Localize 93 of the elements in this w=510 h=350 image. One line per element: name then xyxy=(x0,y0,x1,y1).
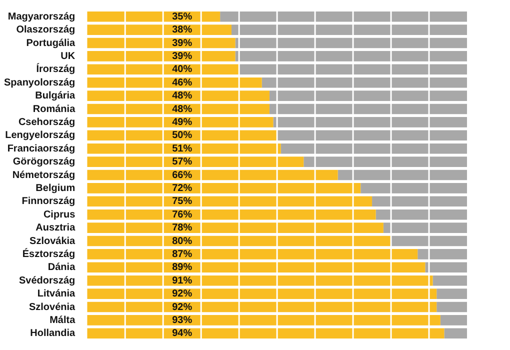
bar xyxy=(440,315,467,326)
data-label: 76% xyxy=(172,209,192,220)
y-tick-label: Lengyelország xyxy=(5,130,76,142)
bar xyxy=(338,170,467,180)
bar xyxy=(87,170,338,180)
bar xyxy=(239,64,467,75)
data-label: 57% xyxy=(172,156,192,168)
data-label: 35% xyxy=(172,11,192,22)
bar xyxy=(87,117,274,128)
bar xyxy=(87,236,392,246)
data-label: 78% xyxy=(172,222,192,234)
data-label: 72% xyxy=(172,182,192,194)
y-tick-label: Görögország xyxy=(12,156,76,168)
bar xyxy=(87,288,437,299)
bar xyxy=(436,302,467,312)
y-tick-label: Ausztria xyxy=(36,222,76,234)
bar xyxy=(87,209,376,220)
bar xyxy=(376,209,467,220)
data-label: 75% xyxy=(172,196,192,208)
bar xyxy=(391,236,467,246)
bar xyxy=(87,328,444,339)
y-tick-label: Írország xyxy=(36,63,76,76)
y-tick-label: Franciaország xyxy=(7,143,76,154)
bar xyxy=(280,143,467,154)
data-label: 89% xyxy=(172,262,192,274)
data-label: 87% xyxy=(172,248,192,260)
bar xyxy=(425,262,467,273)
bar xyxy=(269,90,467,101)
data-label: 39% xyxy=(172,50,192,62)
y-tick-label: Észtország xyxy=(22,248,76,260)
bar xyxy=(436,288,467,299)
data-label: 48% xyxy=(172,104,192,115)
data-label: 80% xyxy=(172,236,192,247)
data-label: 66% xyxy=(172,170,192,181)
bar xyxy=(87,90,270,101)
bar xyxy=(444,328,467,339)
bar xyxy=(87,302,437,312)
bar xyxy=(418,249,467,260)
data-label: 38% xyxy=(172,24,192,36)
y-tick-label: Németország xyxy=(12,170,76,181)
y-tick-label: Dánia xyxy=(48,262,76,274)
y-tick-label: Szlovákia xyxy=(30,236,76,247)
bar xyxy=(87,262,426,273)
bar xyxy=(304,156,467,167)
y-tick-label: Olaszország xyxy=(16,24,76,36)
bar xyxy=(273,117,467,128)
bar xyxy=(235,38,467,48)
y-tick-label: Csehország xyxy=(18,116,76,128)
bar xyxy=(87,24,232,35)
data-label: 91% xyxy=(172,275,192,286)
bar xyxy=(277,130,467,141)
bar xyxy=(87,156,304,167)
bar xyxy=(87,315,440,326)
bar xyxy=(235,51,467,62)
bar xyxy=(87,51,236,62)
data-label: 51% xyxy=(172,143,192,154)
y-tick-label: Románia xyxy=(32,104,76,115)
bar xyxy=(87,183,361,194)
bar xyxy=(231,24,467,35)
y-tick-label: Bulgária xyxy=(35,90,76,102)
data-label: 93% xyxy=(172,314,192,326)
y-tick-label: Belgium xyxy=(36,182,76,194)
data-label: 48% xyxy=(172,90,192,102)
data-label: 49% xyxy=(172,116,192,128)
y-tick-label: Spanyolország xyxy=(4,77,76,88)
y-tick-label: Finnország xyxy=(22,196,76,208)
y-tick-label: Portugália xyxy=(26,38,76,49)
bar xyxy=(360,183,467,194)
bar xyxy=(372,196,467,207)
data-label: 39% xyxy=(172,38,192,49)
y-tick-label: Magyarország xyxy=(8,11,76,22)
data-label: 92% xyxy=(172,288,192,300)
y-tick-label: Litvánia xyxy=(37,288,76,300)
y-tick-label: Ciprus xyxy=(43,209,76,220)
bar xyxy=(220,11,467,22)
bar xyxy=(383,222,467,233)
y-tick-label: UK xyxy=(60,50,76,62)
data-label: 46% xyxy=(172,77,192,88)
bar xyxy=(87,222,384,233)
bar xyxy=(87,275,433,286)
bar xyxy=(432,275,467,286)
data-label: 94% xyxy=(172,328,192,340)
bar xyxy=(87,249,418,260)
data-label: 40% xyxy=(172,64,192,76)
y-tick-label: Szlovénia xyxy=(28,302,76,313)
bar xyxy=(262,77,467,88)
y-tick-label: Hollandia xyxy=(30,328,76,340)
bar xyxy=(269,104,467,114)
data-label: 50% xyxy=(172,130,192,142)
y-tick-label: Málta xyxy=(50,314,76,326)
data-label: 92% xyxy=(172,302,192,313)
y-tick-label: Svédország xyxy=(18,275,76,286)
bar xyxy=(87,196,372,207)
